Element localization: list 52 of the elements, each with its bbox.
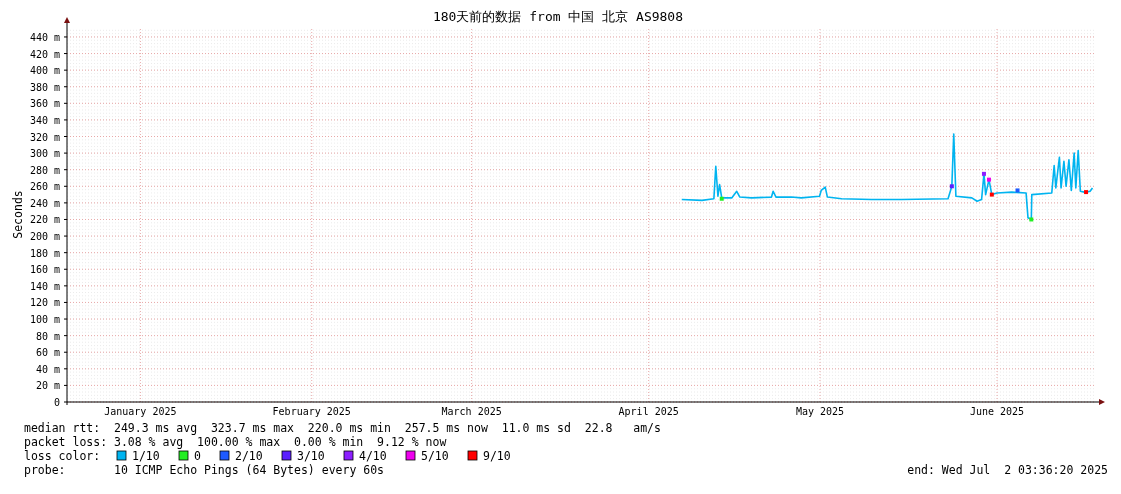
point [986, 177, 991, 182]
text: median rtt: 249.3 ms avg 323.7 ms max 220.0 ms min 257.5 ms now 11.0 ms sd 22.8 am/s [24, 421, 661, 435]
point [1015, 188, 1020, 193]
legend-label: 0 [194, 449, 201, 463]
point [981, 171, 986, 176]
y-tick-label: 0 [53, 397, 60, 408]
legend-label: 1/10 [132, 449, 160, 463]
point [1084, 190, 1089, 195]
text: packet loss: 3.08 % avg 100.00 % max 0.00 % min 9.12 % now [24, 435, 447, 449]
x-tick-label: March 2025 [441, 406, 502, 417]
x-tick-label: January 2025 [104, 406, 177, 417]
y-tick-label: 60 m [35, 347, 60, 359]
legend-label: 4/10 [359, 449, 387, 463]
x-tick-label: June 2025 [969, 406, 1025, 417]
y-tick-label: 240 m [29, 197, 60, 209]
legend-label: 2/10 [235, 449, 263, 463]
y-tick-label: 260 m [29, 181, 60, 193]
y-tick-label: 280 m [29, 164, 60, 176]
y-tick-label: 200 m [29, 231, 60, 243]
legend-label: 5/10 [421, 449, 449, 463]
y-tick-label: 220 m [29, 214, 60, 226]
y-tick-label: 400 m [29, 65, 60, 77]
y-tick-label: 160 m [29, 264, 60, 276]
legend-label: 9/10 [483, 449, 511, 463]
point [1029, 217, 1034, 222]
point [989, 192, 994, 197]
y-tick-label: 40 m [35, 363, 60, 375]
y-axis-title: Seconds [11, 190, 25, 239]
y-tick-label: 100 m [29, 314, 60, 326]
y-tick-label: 380 m [29, 81, 60, 93]
y-tick-label: 420 m [29, 48, 60, 60]
y-tick-label: 300 m [29, 148, 60, 160]
x-tick-label: February 2025 [272, 406, 351, 417]
y-tick-label: 120 m [29, 297, 60, 309]
y-tick-label: 360 m [29, 98, 60, 110]
y-tick-label: 440 m [29, 31, 60, 43]
y-tick-label: 140 m [29, 280, 60, 292]
legend-title: loss color: [24, 449, 101, 463]
chart-title: 180天前的数据 from 中国 北京 AS9808 [432, 9, 684, 24]
text: end: Wed Jul 2 03:36:20 2025 [907, 463, 1108, 477]
point [949, 184, 954, 189]
point [719, 196, 724, 201]
y-tick-label: 320 m [29, 131, 60, 143]
y-tick-label: 180 m [29, 247, 60, 259]
line-series [680, 133, 1094, 221]
legend-label: 3/10 [297, 449, 325, 463]
text: probe: 10 ICMP Echo Pings (64 Bytes) every 60s [24, 463, 385, 477]
x-tick-label: April 2025 [618, 406, 679, 417]
y-tick-label: 20 m [35, 380, 60, 392]
y-tick-label: 80 m [35, 330, 60, 342]
x-tick-label: May 2025 [795, 406, 845, 417]
y-tick-label: 340 m [29, 114, 60, 126]
